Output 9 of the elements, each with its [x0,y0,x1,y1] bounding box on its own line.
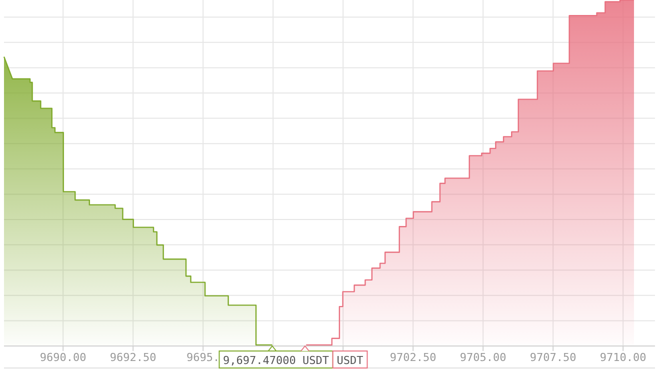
annotation: USDT [336,354,364,367]
x-tick-label: 9695. [186,351,220,364]
x-tick-label: 9692.50 [110,351,156,364]
annotation: 9,697.47000 USDT [223,354,330,367]
x-tick-label: 9710.00 [600,351,646,364]
x-tick-label: 9705.00 [460,351,506,364]
x-tick-label: 9690.00 [40,351,86,364]
x-tick-label: 9702.50 [390,351,436,364]
x-tick-label: 9707.50 [530,351,576,364]
